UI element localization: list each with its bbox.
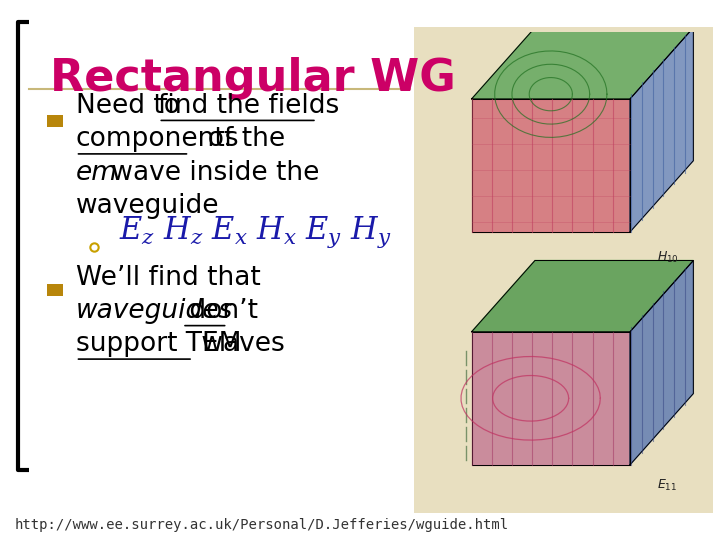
Text: don’t: don’t [181, 298, 258, 324]
Bar [47, 115, 63, 127]
FancyBboxPatch shape [414, 27, 713, 513]
Polygon shape [472, 260, 693, 332]
Polygon shape [630, 28, 693, 232]
Text: find the fields: find the fields [158, 93, 340, 119]
Bar [47, 284, 63, 296]
Polygon shape [472, 99, 630, 232]
Polygon shape [630, 260, 693, 465]
Text: waveguides: waveguides [76, 298, 233, 324]
Text: wave inside the: wave inside the [103, 160, 320, 186]
Text: em: em [76, 160, 117, 186]
Text: support TEM: support TEM [76, 332, 241, 357]
Text: http://www.ee.surrey.ac.uk/Personal/D.Jefferies/wguide.html: http://www.ee.surrey.ac.uk/Personal/D.Je… [14, 518, 508, 532]
Text: waveguide: waveguide [76, 193, 219, 219]
Text: of the: of the [191, 126, 285, 152]
Polygon shape [472, 28, 693, 99]
Text: $E_z\ H_z\ E_x\ H_x\ E_y\ H_y$: $E_z\ H_z\ E_x\ H_x\ E_y\ H_y$ [119, 215, 391, 250]
Text: Rectangular WG: Rectangular WG [50, 57, 456, 100]
Text: waves: waves [193, 332, 284, 357]
Text: We’ll find that: We’ll find that [76, 265, 261, 291]
Polygon shape [472, 332, 630, 465]
Text: components: components [76, 126, 239, 152]
Text: $H_{10}$: $H_{10}$ [657, 249, 680, 265]
Text: Need to: Need to [76, 93, 188, 119]
Text: $E_{11}$: $E_{11}$ [657, 477, 678, 492]
